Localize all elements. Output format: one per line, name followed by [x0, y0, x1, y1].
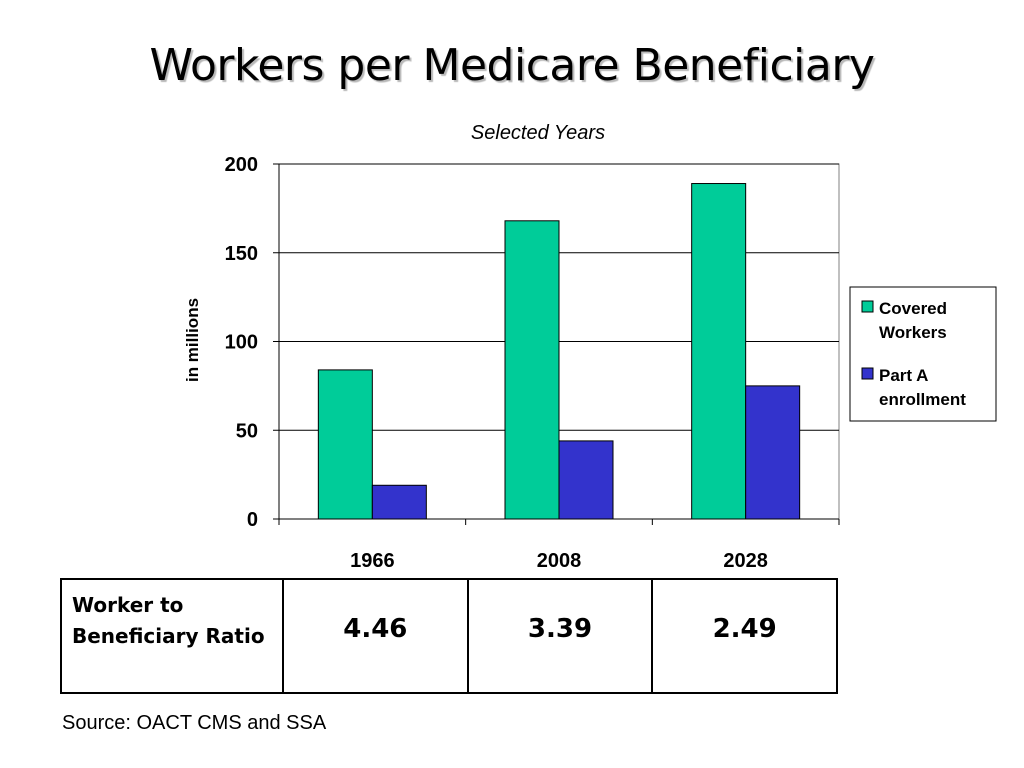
bar-covered-workers-2008 [504, 220, 560, 520]
ratio-value-2028: 2.49 [651, 578, 838, 694]
ratio-value-2008: 3.39 [466, 578, 654, 694]
bars [317, 183, 801, 520]
x-axis: 1966 2008 2028 [278, 518, 840, 572]
y-tick-label: 0 [247, 509, 258, 531]
x-tick-label: 2028 [723, 550, 768, 572]
bar-part-a-enrollment-2028 [745, 385, 801, 520]
bar-part-a-enrollment-1966 [371, 484, 427, 520]
y-axis: 0 50 100 150 200 [225, 154, 280, 531]
bar-chart: Selected Years 0 50 100 150 200 1966 2008 2028… [183, 122, 997, 572]
bar-covered-workers-1966 [317, 369, 373, 520]
y-axis-label: in millions [183, 298, 202, 382]
x-tick-label: 1966 [350, 550, 395, 572]
ratio-label: Worker to Beneficiary Ratio [60, 578, 284, 694]
table-row: Worker to Beneficiary Ratio 4.46 3.39 2.… [60, 578, 838, 694]
ratio-table: Worker to Beneficiary Ratio 4.46 3.39 2.… [60, 578, 838, 694]
ratio-value-1966: 4.46 [282, 578, 469, 694]
bar-part-a-enrollment-2008 [558, 440, 614, 520]
y-tick-label: 100 [225, 332, 258, 354]
legend-box [849, 286, 997, 422]
y-tick-label: 50 [236, 420, 258, 442]
y-tick-label: 150 [225, 243, 258, 265]
source-note: Source: OACT CMS and SSA [62, 712, 327, 734]
legend-swatch [861, 300, 874, 313]
slide-title: Workers per Medicare Beneficiary [149, 40, 875, 91]
legend-swatch [861, 367, 874, 380]
bar-covered-workers-2028 [691, 183, 747, 520]
x-tick-label: 2008 [537, 550, 582, 572]
legend-label: Covered Workers [879, 299, 947, 342]
y-tick-label: 200 [225, 154, 258, 176]
chart-subtitle: Selected Years [471, 122, 605, 144]
